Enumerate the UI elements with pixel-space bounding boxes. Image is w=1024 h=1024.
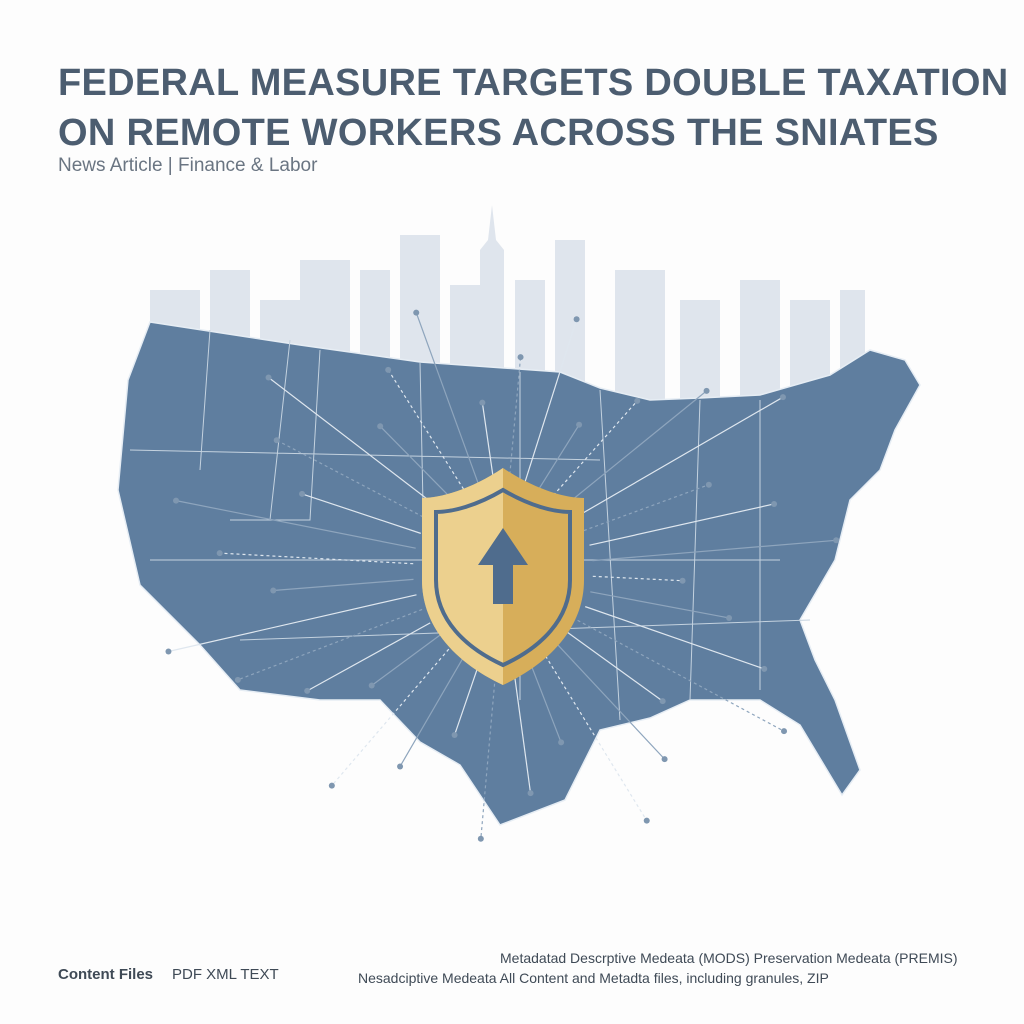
arrow <box>590 591 730 619</box>
arrow <box>524 319 578 483</box>
arrow <box>399 651 467 767</box>
arrow-head <box>234 676 241 683</box>
arrow <box>276 439 429 521</box>
arrow-head <box>265 374 272 381</box>
arrow-head <box>779 394 786 401</box>
arrow-head <box>527 790 534 797</box>
arrow-head <box>679 577 686 584</box>
content-label: Content Files <box>58 966 154 983</box>
arrow-head <box>216 550 223 557</box>
metadata-line: Nesadciptive Medeata All Content and Met… <box>358 970 829 986</box>
arrow-head <box>726 614 733 621</box>
subtitle: News Article | Finance & Labor <box>58 155 318 176</box>
arrow-head <box>771 500 778 507</box>
arrow <box>415 312 479 484</box>
arrow <box>379 425 451 498</box>
arrow-head <box>273 437 280 444</box>
arrow <box>589 503 775 546</box>
arrow <box>592 539 837 562</box>
arrow-head <box>573 316 580 323</box>
arrow-head <box>479 399 486 406</box>
arrow-head <box>413 309 420 316</box>
arrow-head <box>659 698 666 705</box>
title-line: FEDERAL MEASURE TARGETS DOUBLE TAXATION <box>58 62 1009 104</box>
arrow-head <box>661 756 668 763</box>
arrow-head <box>299 490 306 497</box>
arrow <box>268 376 439 508</box>
arrow <box>508 357 522 481</box>
arrow <box>168 594 417 653</box>
arrow <box>175 500 416 549</box>
title-line: ON REMOTE WORKERS ACROSS THE SNIATES <box>58 112 939 154</box>
arrow-head <box>781 728 788 735</box>
arrow <box>555 642 666 760</box>
arrow <box>539 424 580 489</box>
arrow <box>565 390 707 506</box>
arrow-head <box>576 421 583 428</box>
arrow-head <box>833 537 840 544</box>
arrow <box>331 644 454 786</box>
arrow <box>511 659 532 794</box>
arrow <box>592 575 683 582</box>
arrow-head <box>270 587 277 594</box>
title: FEDERAL MEASURE TARGETS DOUBLE TAXATION … <box>58 58 1008 158</box>
arrow-head <box>397 763 404 770</box>
arrow-head <box>558 739 565 746</box>
arrow <box>575 396 784 518</box>
shield <box>422 468 584 685</box>
formats: PDF XML TEXT <box>172 966 279 983</box>
arrow <box>273 578 414 592</box>
arrow-head <box>451 731 458 738</box>
arrow-head <box>634 397 641 404</box>
arrow-head <box>477 835 484 842</box>
arrow <box>527 656 562 743</box>
arrow <box>237 608 423 681</box>
arrow-head <box>328 782 335 789</box>
arrow-head <box>705 481 712 488</box>
arrow <box>481 402 495 481</box>
arrow-head <box>368 682 375 689</box>
arrow-head <box>304 687 311 694</box>
arrow-head <box>173 497 180 504</box>
arrow <box>583 484 710 532</box>
arrow-head <box>517 354 524 361</box>
arrow-head <box>165 648 172 655</box>
arrow <box>219 552 414 565</box>
arrow-head <box>761 665 768 672</box>
arrows <box>165 309 840 842</box>
arrow <box>567 632 664 702</box>
arrow-head <box>643 817 650 824</box>
arrow <box>585 606 765 670</box>
arrow-head <box>703 387 710 394</box>
arrow <box>301 493 421 534</box>
arrow <box>306 622 431 692</box>
metadata-line: Metadatad Descrptive Medeata (MODS) Pres… <box>500 950 958 966</box>
arrow-head <box>385 366 392 373</box>
arrow <box>371 634 441 687</box>
arrow-head <box>377 423 384 430</box>
